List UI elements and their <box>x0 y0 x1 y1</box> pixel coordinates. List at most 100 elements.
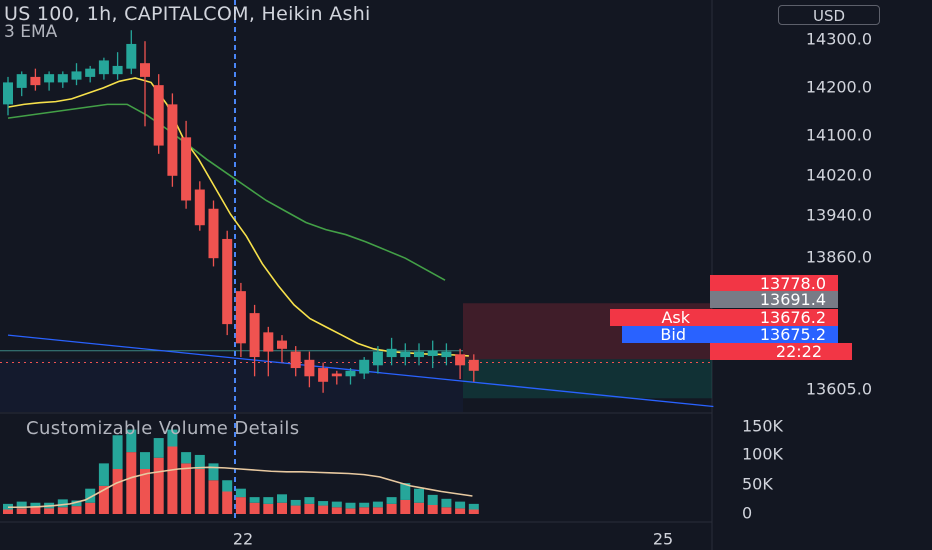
volume-bar-sell <box>372 507 383 514</box>
candle-body <box>208 208 219 259</box>
volume-bar <box>98 463 109 514</box>
volume-bar-buy <box>345 502 356 509</box>
candle <box>263 326 274 377</box>
volume-bar-sell <box>359 507 370 514</box>
volume-bar <box>126 429 137 514</box>
candle <box>85 65 96 83</box>
volume-bar-buy <box>263 497 274 504</box>
candle <box>140 41 150 127</box>
candle <box>126 30 137 75</box>
candle-body <box>359 359 370 374</box>
candle <box>194 181 205 231</box>
bid-price: 13675.2 <box>710 326 838 343</box>
volume-pane <box>3 429 479 514</box>
candle-body <box>85 68 96 77</box>
volume-axis-label: 100K <box>742 445 784 464</box>
indicator-label[interactable]: 3 EMA <box>4 22 58 42</box>
volume-bar <box>304 497 315 514</box>
volume-bar <box>167 429 178 514</box>
bid-label: Bid <box>622 326 710 343</box>
price-axis-label: 14100.0 <box>806 126 872 145</box>
volume-bar-buy <box>208 463 219 481</box>
candle <box>57 71 68 88</box>
candle-body <box>414 351 424 358</box>
candle <box>249 304 260 377</box>
volume-bar-sell <box>318 505 329 514</box>
candle-body <box>263 332 274 352</box>
volume-bar-sell <box>44 508 55 514</box>
volume-bar <box>85 488 96 514</box>
volume-bar <box>112 435 123 514</box>
position-target-zone <box>463 359 712 399</box>
volume-bar <box>468 503 479 514</box>
candle-body <box>455 354 466 366</box>
volume-bar <box>249 497 260 514</box>
volume-bar-buy <box>30 502 41 508</box>
volume-bar-sell <box>400 499 411 514</box>
volume-bar <box>455 501 466 514</box>
candle-body <box>386 348 397 358</box>
volume-ma-line <box>8 466 473 509</box>
candle <box>208 200 219 267</box>
bar-countdown: 22:22 <box>710 343 852 360</box>
price-axis-label: 13940.0 <box>806 206 872 225</box>
volume-bar <box>71 500 82 514</box>
volume-indicator-label[interactable]: Customizable Volume Details <box>26 418 300 439</box>
symbol-title[interactable]: US 100, 1h, CAPITALCOM, Heikin Ashi <box>4 3 371 25</box>
candle-body <box>318 368 329 382</box>
volume-bar <box>30 502 41 514</box>
ema-slow-line <box>7 103 446 281</box>
candle <box>359 357 370 380</box>
volume-bar <box>345 502 356 514</box>
volume-bar-buy <box>304 497 315 504</box>
volume-bar-buy <box>318 501 329 506</box>
volume-bar-buy <box>98 463 109 486</box>
volume-bar-sell <box>194 469 205 514</box>
candle-body <box>44 74 55 83</box>
volume-bar <box>57 499 68 514</box>
volume-bar-buy <box>290 499 301 506</box>
candle-body <box>98 60 109 75</box>
volume-bar-buy <box>235 488 246 498</box>
candle <box>98 57 109 80</box>
time-axis-label: 22 <box>233 530 253 549</box>
candle <box>277 335 287 363</box>
candle-body <box>331 373 342 377</box>
volume-bar <box>372 501 383 514</box>
candle <box>318 362 329 393</box>
volume-bar <box>153 438 164 514</box>
volume-bar-buy <box>427 494 438 505</box>
candle <box>414 343 424 366</box>
volume-bar <box>290 499 301 514</box>
volume-bar-buy <box>222 480 233 492</box>
ask-label: Ask <box>610 309 710 326</box>
volume-bar-sell <box>98 485 109 514</box>
volume-bar-buy <box>331 501 342 508</box>
overlay: 14300.0 14200.0 14100.0 14020.0 13940.0 13860… <box>233 30 872 549</box>
volume-axis-label: 0 <box>742 504 752 523</box>
volume-axis-label: 150K <box>742 417 784 436</box>
volume-bar <box>181 452 192 514</box>
candle <box>455 348 466 380</box>
candle <box>181 120 192 209</box>
volume-bar-buy <box>112 435 123 469</box>
currency-button[interactable]: USD <box>778 5 880 25</box>
volume-bar-buy <box>140 452 150 469</box>
volume-bar-sell <box>71 506 82 514</box>
price-axis-label: 14200.0 <box>806 78 872 97</box>
candle <box>441 343 452 366</box>
candle <box>290 346 301 377</box>
volume-bar-sell <box>16 508 27 514</box>
candle <box>427 340 438 369</box>
volume-bar-sell <box>414 502 424 514</box>
volume-bar-sell <box>208 480 219 514</box>
candle-body <box>126 43 137 69</box>
volume-bar-sell <box>140 469 150 514</box>
candle-body <box>372 351 383 366</box>
volume-bar-buy <box>181 452 192 464</box>
volume-bar <box>208 463 219 514</box>
ask-price: 13676.2 <box>710 309 838 326</box>
volume-axis-label: 50K <box>742 475 773 494</box>
volume-bar-sell <box>441 507 452 514</box>
